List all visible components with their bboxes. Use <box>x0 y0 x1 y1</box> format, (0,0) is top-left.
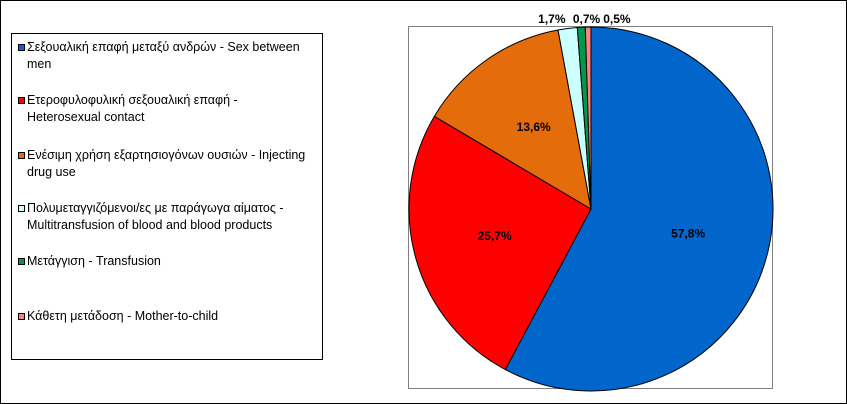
legend-item-mother-to-child: Κάθετη μετάδοση - Mother-to-child <box>18 308 314 325</box>
pie-slice-2 <box>433 29 592 210</box>
legend-item-injecting-drug-use: Ενέσιμη χρήση εξαρτησιογόνων ουσιών - In… <box>18 147 314 181</box>
pie-labels: 57,8% 25,7% 13,6% 1,7% 0,7% 0,5% <box>478 12 706 243</box>
pie-slice-1 <box>408 115 592 371</box>
legend-item-transfusion: Μετάγγιση - Transfusion <box>18 253 314 270</box>
legend-swatch <box>18 44 25 51</box>
legend-label: Σεξουαλική επαφή μεταξύ ανδρών - Sex bet… <box>27 40 300 71</box>
slice-label-4: 0,7% <box>573 12 601 26</box>
slice-label-1: 25,7% <box>478 229 512 243</box>
pie-slice-5 <box>584 26 592 210</box>
legend-swatch <box>18 258 25 265</box>
slice-label-0: 57,8% <box>671 226 705 240</box>
slice-label-5: 0,5% <box>603 12 631 26</box>
legend-label: Κάθετη μετάδοση - Mother-to-child <box>27 309 219 323</box>
legend-swatch <box>18 152 25 159</box>
legend-label: Ενέσιμη χρήση εξαρτησιογόνων ουσιών - In… <box>27 148 306 179</box>
legend-item-multitransfusion: Πολυμεταγγιζόμενοι/ες με παράγωγα αίματο… <box>18 200 314 234</box>
legend-item-heterosexual-contact: Ετεροφυλοφυλική σεξουαλική επαφή - Heter… <box>18 92 314 126</box>
pie-slices <box>408 26 774 392</box>
legend-label: Ετεροφυλοφυλική σεξουαλική επαφή - Heter… <box>27 93 238 124</box>
legend: Σεξουαλική επαφή μεταξύ ανδρών - Sex bet… <box>11 33 323 360</box>
legend-swatch <box>18 313 25 320</box>
slice-label-3: 1,7% <box>538 12 566 26</box>
slice-label-2: 13,6% <box>517 120 551 134</box>
legend-item-sex-between-men: Σεξουαλική επαφή μεταξύ ανδρών - Sex bet… <box>18 39 314 73</box>
legend-label: Πολυμεταγγιζόμενοι/ες με παράγωγα αίματο… <box>27 201 284 232</box>
legend-label: Μετάγγιση - Transfusion <box>27 254 161 268</box>
pie-slice-0 <box>504 26 774 392</box>
legend-swatch <box>18 205 25 212</box>
legend-swatch <box>18 97 25 104</box>
